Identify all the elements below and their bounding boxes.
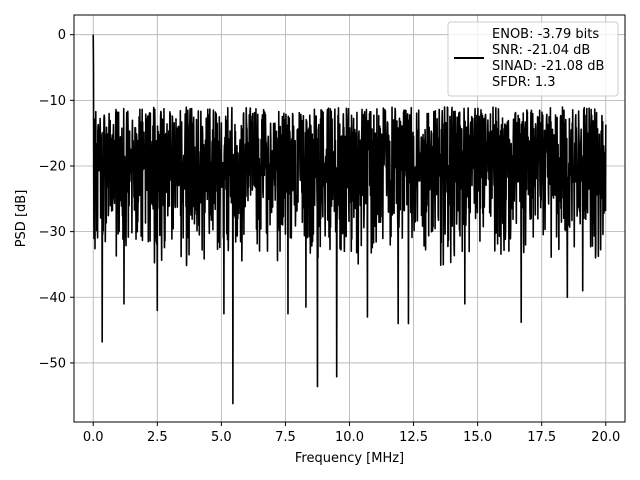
legend: ENOB: -3.79 bits SNR: -21.04 dB SINAD: -… [447, 21, 619, 97]
psd-trace-layer [92, 34, 607, 405]
legend-line-snr: SNR: -21.04 dB [492, 43, 590, 58]
y-tick-label: −20 [39, 159, 66, 174]
x-tick-label: 7.5 [275, 430, 296, 445]
x-tick-label: 17.5 [527, 430, 556, 445]
psd-series-line [92, 34, 607, 405]
x-tick-label: 5.0 [211, 430, 232, 445]
legend-line-enob: ENOB: -3.79 bits [492, 27, 599, 42]
y-tick-label: 0 [58, 28, 66, 43]
legend-line-sfdr: SFDR: 1.3 [492, 75, 556, 90]
y-tick-label: −30 [39, 225, 66, 240]
y-tick-label: −40 [39, 291, 66, 306]
y-tick-label: −50 [39, 356, 66, 371]
x-tick-label: 15.0 [463, 430, 492, 445]
legend-box [447, 21, 619, 97]
x-tick-label: 2.5 [147, 430, 168, 445]
x-tick-label: 0.0 [83, 430, 104, 445]
legend-line-sinad: SINAD: -21.08 dB [492, 59, 604, 74]
x-tick-label: 20.0 [591, 430, 620, 445]
x-tick-label: 10.0 [335, 430, 364, 445]
x-tick-label: 12.5 [399, 430, 428, 445]
x-axis-label: Frequency [MHz] [295, 451, 404, 466]
tick-layer: 0.0 2.5 5.0 7.5 10.0 12.5 15.0 17.5 20.0 0 −10 −20 −… [39, 28, 621, 445]
y-axis-label: PSD [dB] [14, 190, 29, 248]
y-tick-label: −10 [39, 94, 66, 109]
